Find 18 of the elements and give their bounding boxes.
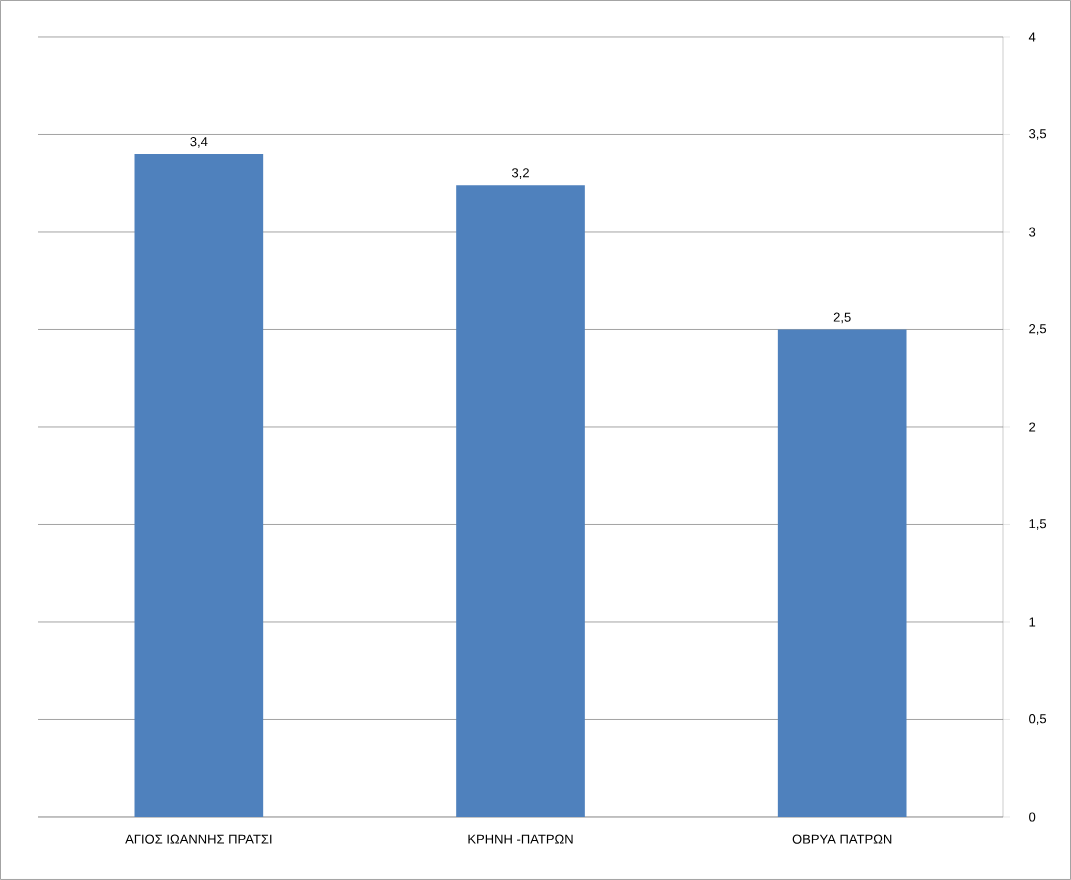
bar <box>134 153 264 817</box>
y-tick-label: 0 <box>1029 812 1036 822</box>
y-tick-label: 0,5 <box>1029 714 1047 725</box>
x-tick-label: ΚΡΗΝΗ -ΠΑΤΡΩΝ <box>468 834 573 844</box>
y-tick-label: 1 <box>1029 617 1036 627</box>
data-label: 3,2 <box>511 168 529 179</box>
y-tick-label: 4 <box>1028 32 1036 42</box>
x-tick-label: ΑΓΙΟΣ ΙΩΑΝΝΗΣ ΠΡΑΤΣΙ <box>125 834 272 844</box>
bar <box>777 329 907 817</box>
y-tick-label: 2 <box>1029 422 1036 432</box>
data-label: 3,4 <box>190 137 208 148</box>
x-tick-label: ΟΒΡΥΑ ΠΑΤΡΩΝ <box>792 834 892 844</box>
data-label: 2,5 <box>833 312 851 324</box>
y-tick-label: 2,5 <box>1029 324 1047 335</box>
y-tick-label: 1,5 <box>1029 519 1047 530</box>
bar <box>456 185 585 817</box>
y-tick-label: 3,5 <box>1029 129 1047 140</box>
y-tick-label: 3 <box>1029 227 1036 237</box>
